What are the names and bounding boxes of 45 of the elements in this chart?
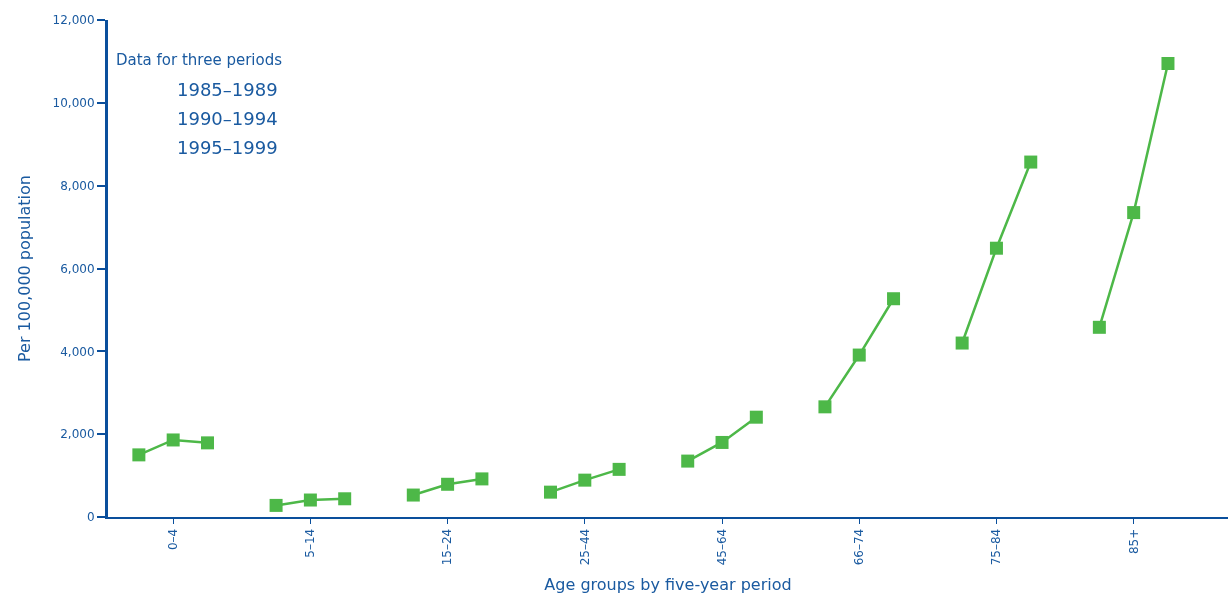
point	[166, 433, 180, 447]
point	[1127, 206, 1141, 220]
x-tick-label: 15–24	[440, 528, 455, 566]
point	[1024, 155, 1038, 169]
x-tick-label: 75–84	[989, 528, 1004, 566]
x-tick-label: 45–64	[714, 528, 729, 566]
point	[989, 241, 1003, 255]
point	[887, 292, 901, 306]
y-axis-title: Per 100,000 population	[15, 175, 35, 362]
x-tick-label: 0–4	[166, 528, 181, 551]
annotation: Data for three periods	[116, 51, 283, 69]
x-axis-title: Age groups by five-year period	[544, 574, 792, 594]
point	[612, 462, 626, 476]
point	[578, 473, 592, 487]
point	[749, 410, 763, 424]
x-tick-label: 25–44	[577, 528, 592, 566]
y-tick-label: 2,000	[60, 427, 95, 442]
point	[1161, 56, 1175, 70]
point	[818, 400, 832, 414]
point	[955, 336, 969, 350]
point	[475, 472, 489, 486]
point	[441, 477, 455, 491]
point	[269, 498, 283, 512]
y-tick-label: 4,000	[60, 344, 95, 359]
point	[715, 435, 729, 449]
x-tick-label: 5–14	[303, 528, 318, 558]
point	[1092, 320, 1106, 334]
point	[132, 448, 146, 462]
annotation: 1990–1994	[177, 108, 278, 129]
point	[544, 485, 558, 499]
point	[338, 492, 352, 506]
y-tick-label: 0	[86, 510, 95, 525]
point	[852, 348, 866, 362]
x-tick-label: 66–74	[852, 528, 867, 566]
annotation: 1995–1999	[177, 137, 278, 158]
annotation: 1985–1989	[177, 79, 278, 100]
point	[406, 488, 420, 502]
y-tick-label: 6,000	[60, 261, 95, 276]
point	[200, 436, 214, 450]
y-tick-label: 10,000	[52, 96, 95, 111]
x-tick-label: 85+	[1126, 528, 1141, 555]
point	[681, 454, 695, 468]
point	[303, 493, 317, 507]
y-tick-label: 12,000	[52, 13, 95, 28]
y-tick-label: 8,000	[60, 178, 95, 193]
